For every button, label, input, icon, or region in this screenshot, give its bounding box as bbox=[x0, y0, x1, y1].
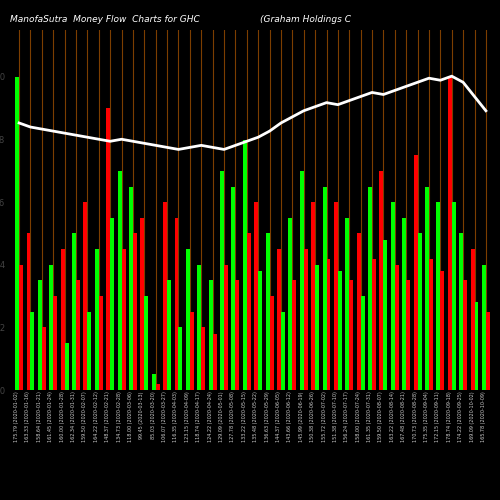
Bar bbox=[448, 77, 452, 390]
Bar bbox=[266, 234, 270, 390]
Bar bbox=[277, 249, 281, 390]
Bar bbox=[167, 280, 171, 390]
Bar bbox=[198, 265, 202, 390]
Text: (Graham Holdings C: (Graham Holdings C bbox=[260, 15, 351, 24]
Bar bbox=[288, 218, 292, 390]
Bar bbox=[406, 280, 410, 390]
Bar bbox=[334, 202, 338, 390]
Bar bbox=[346, 218, 350, 390]
Bar bbox=[19, 265, 23, 390]
Bar bbox=[368, 186, 372, 390]
Bar bbox=[311, 202, 315, 390]
Bar bbox=[414, 155, 418, 390]
Text: ManofaSutra  Money Flow  Charts for GHC: ManofaSutra Money Flow Charts for GHC bbox=[10, 15, 200, 24]
Bar bbox=[76, 280, 80, 390]
Bar bbox=[144, 296, 148, 390]
Bar bbox=[350, 280, 354, 390]
Bar bbox=[15, 77, 19, 390]
Bar bbox=[418, 234, 422, 390]
Bar bbox=[152, 374, 156, 390]
Bar bbox=[372, 258, 376, 390]
Bar bbox=[232, 186, 235, 390]
Bar bbox=[463, 280, 467, 390]
Bar bbox=[315, 265, 319, 390]
Bar bbox=[391, 202, 395, 390]
Bar bbox=[54, 296, 57, 390]
Bar bbox=[440, 271, 444, 390]
Bar bbox=[186, 249, 190, 390]
Bar bbox=[42, 328, 46, 390]
Bar bbox=[322, 186, 326, 390]
Bar bbox=[243, 140, 247, 390]
Bar bbox=[140, 218, 144, 390]
Bar bbox=[459, 234, 463, 390]
Bar bbox=[129, 186, 133, 390]
Bar bbox=[380, 171, 384, 390]
Bar bbox=[190, 312, 194, 390]
Bar bbox=[425, 186, 429, 390]
Bar bbox=[270, 296, 274, 390]
Bar bbox=[360, 296, 364, 390]
Bar bbox=[50, 265, 54, 390]
Bar bbox=[402, 218, 406, 390]
Bar bbox=[106, 108, 110, 390]
Bar bbox=[356, 234, 360, 390]
Bar bbox=[281, 312, 285, 390]
Bar bbox=[326, 258, 330, 390]
Bar bbox=[254, 202, 258, 390]
Bar bbox=[212, 334, 216, 390]
Bar bbox=[118, 171, 122, 390]
Bar bbox=[122, 249, 126, 390]
Bar bbox=[470, 249, 474, 390]
Bar bbox=[482, 265, 486, 390]
Bar bbox=[133, 234, 137, 390]
Bar bbox=[38, 280, 42, 390]
Bar bbox=[99, 296, 103, 390]
Bar bbox=[72, 234, 76, 390]
Bar bbox=[300, 171, 304, 390]
Bar bbox=[208, 280, 212, 390]
Bar bbox=[30, 312, 34, 390]
Bar bbox=[338, 271, 342, 390]
Bar bbox=[429, 258, 433, 390]
Bar bbox=[60, 249, 64, 390]
Bar bbox=[178, 328, 182, 390]
Bar bbox=[174, 218, 178, 390]
Bar bbox=[202, 328, 205, 390]
Bar bbox=[88, 312, 92, 390]
Bar bbox=[95, 249, 99, 390]
Bar bbox=[258, 271, 262, 390]
Bar bbox=[247, 234, 251, 390]
Bar bbox=[236, 280, 240, 390]
Bar bbox=[156, 384, 160, 390]
Bar bbox=[26, 234, 30, 390]
Bar bbox=[64, 343, 68, 390]
Bar bbox=[220, 171, 224, 390]
Bar bbox=[384, 240, 388, 390]
Bar bbox=[110, 218, 114, 390]
Bar bbox=[436, 202, 440, 390]
Bar bbox=[395, 265, 399, 390]
Bar bbox=[84, 202, 87, 390]
Bar bbox=[486, 312, 490, 390]
Bar bbox=[452, 202, 456, 390]
Bar bbox=[292, 280, 296, 390]
Bar bbox=[474, 302, 478, 390]
Bar bbox=[224, 265, 228, 390]
Bar bbox=[163, 202, 167, 390]
Bar bbox=[304, 249, 308, 390]
